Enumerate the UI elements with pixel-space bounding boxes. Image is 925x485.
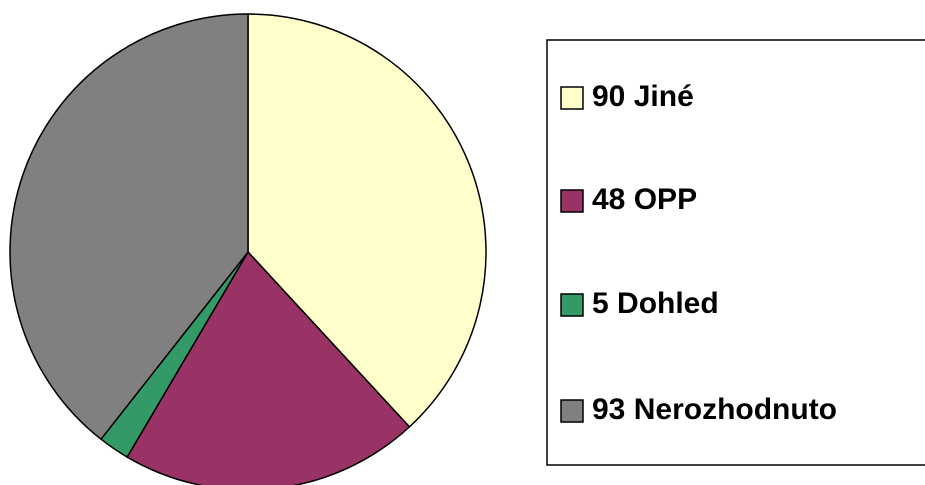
legend-swatch <box>560 86 584 110</box>
pie-slice <box>9 13 249 441</box>
legend-swatch <box>560 189 584 213</box>
legend-swatch <box>560 399 584 423</box>
legend-category: Nerozhodnuto <box>634 393 837 426</box>
pie-slice <box>247 13 487 428</box>
legend-category: OPP <box>634 183 697 216</box>
legend: 90 Jiné 48 OPP 5 Dohled 93 Nerozhodnuto <box>560 80 837 426</box>
legend-label: 48 OPP <box>592 183 697 216</box>
legend-category: Jiné <box>634 80 694 113</box>
legend-label: 93 Nerozhodnuto <box>592 393 837 426</box>
legend-label: 5 Dohled <box>592 287 719 320</box>
legend-value: 90 <box>592 80 625 113</box>
legend-value: 48 <box>592 183 625 216</box>
legend-label: 90 Jiné <box>592 80 694 113</box>
pie-slice <box>126 250 411 485</box>
legend-swatch <box>560 293 584 317</box>
legend-category: Dohled <box>617 287 719 320</box>
legend-value: 5 <box>592 287 609 320</box>
legend-value: 93 <box>592 393 625 426</box>
pie <box>9 13 487 485</box>
legend-box <box>546 39 925 466</box>
